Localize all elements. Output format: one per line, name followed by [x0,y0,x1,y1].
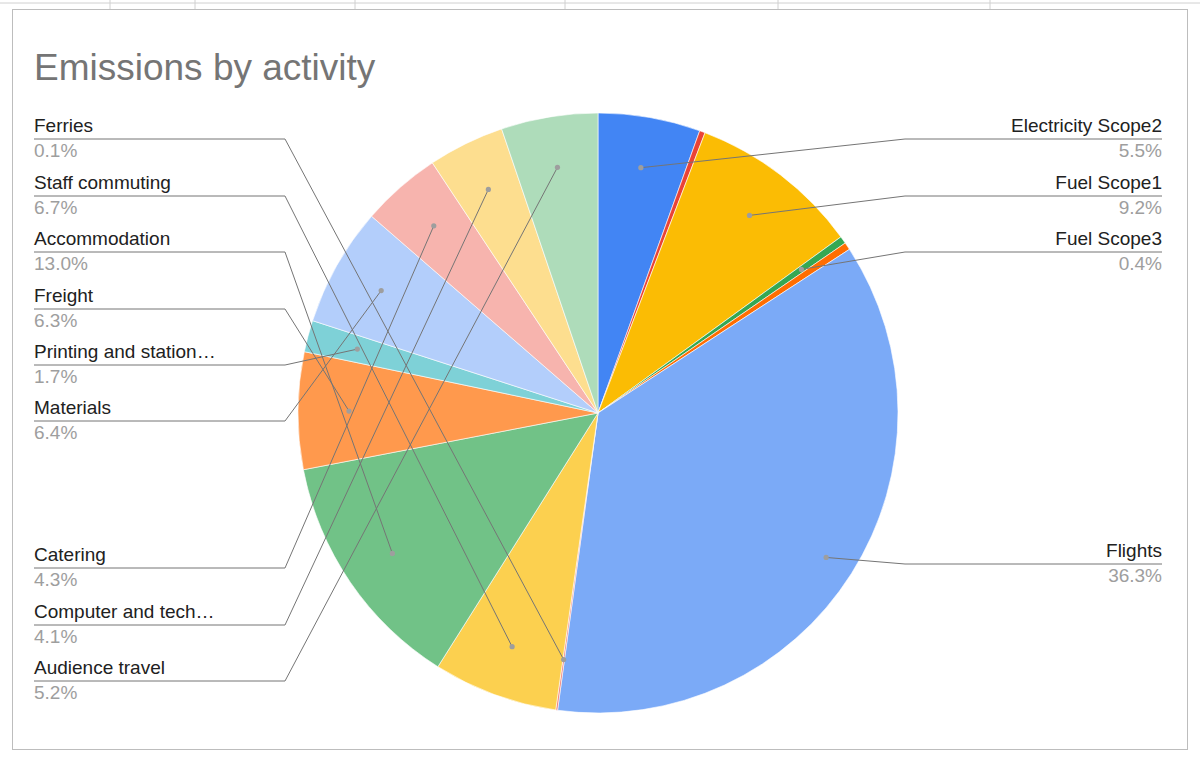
sheet-grid [0,3,1200,4]
leader-dot [379,288,384,293]
sheet-grid [565,0,566,9]
leader-dot [486,187,491,192]
leader-dot [561,657,566,662]
leader-line [34,196,512,647]
chart: Emissions by activity Electricity Scope2 5… [0,0,1200,758]
slice-value: 13.0% [34,253,88,274]
leader-line [34,167,557,681]
slice-name: Computer and tech… [34,601,215,622]
slice-name: Audience travel [34,657,165,678]
slice-name: Materials [34,397,111,418]
data-labels: Electricity Scope2 5.5% Fuel Scope1 9.2% Fue… [34,115,1162,703]
leader-dot [355,347,360,352]
leader-line [34,291,381,421]
leader-dot [555,165,560,170]
leader-line [34,189,488,625]
title: Emissions by activity [34,47,376,88]
slice-value: 9.2% [1119,197,1162,218]
slice-name: Ferries [34,115,93,136]
leader-dot [390,551,395,556]
slice-name: Flights [1106,540,1162,561]
slice-name: Freight [34,285,94,306]
sheet-grid [355,0,356,9]
sheet-grid [110,0,111,9]
slice-name: Fuel Scope1 [1055,172,1162,193]
slice-value: 5.2% [34,682,77,703]
slice-value: 6.3% [34,310,77,331]
leader-line [34,139,564,660]
slice-value: 1.7% [34,366,77,387]
pie-slice [502,113,598,413]
slice-name: Electricity Scope2 [1011,115,1162,136]
leader-line [34,309,349,411]
leader-dot [747,213,752,218]
leader-dot [799,267,804,272]
leader-dot [638,165,643,170]
leader-line [34,252,392,553]
leader-dot [346,408,351,413]
slice-value: 36.3% [1108,565,1162,586]
sheet-grid [195,0,196,9]
leader-dot [510,644,515,649]
slice-name: Printing and station… [34,341,216,362]
leader-dot [431,223,436,228]
slice-value: 5.5% [1119,140,1162,161]
slice-name: Staff commuting [34,172,171,193]
sheet-grid [990,0,991,9]
leader-dot [824,555,829,560]
slice-value: 6.7% [34,197,77,218]
sheet-grid [778,0,779,9]
slice-name: Catering [34,544,106,565]
leader-line [750,196,1162,215]
leader-line [641,139,1162,168]
slice-name: Fuel Scope3 [1055,228,1162,249]
slices [298,113,898,713]
chart-frame [13,10,1188,750]
slice-value: 4.3% [34,569,77,590]
slice-value: 0.1% [34,140,77,161]
slice-name: Accommodation [34,228,170,249]
slice-value: 4.1% [34,626,77,647]
pie-slice [558,249,898,713]
slice-value: 6.4% [34,422,77,443]
background [0,0,1200,758]
leader-line [34,226,434,568]
leader-line [801,252,1162,269]
slice-value: 0.4% [1119,253,1162,274]
